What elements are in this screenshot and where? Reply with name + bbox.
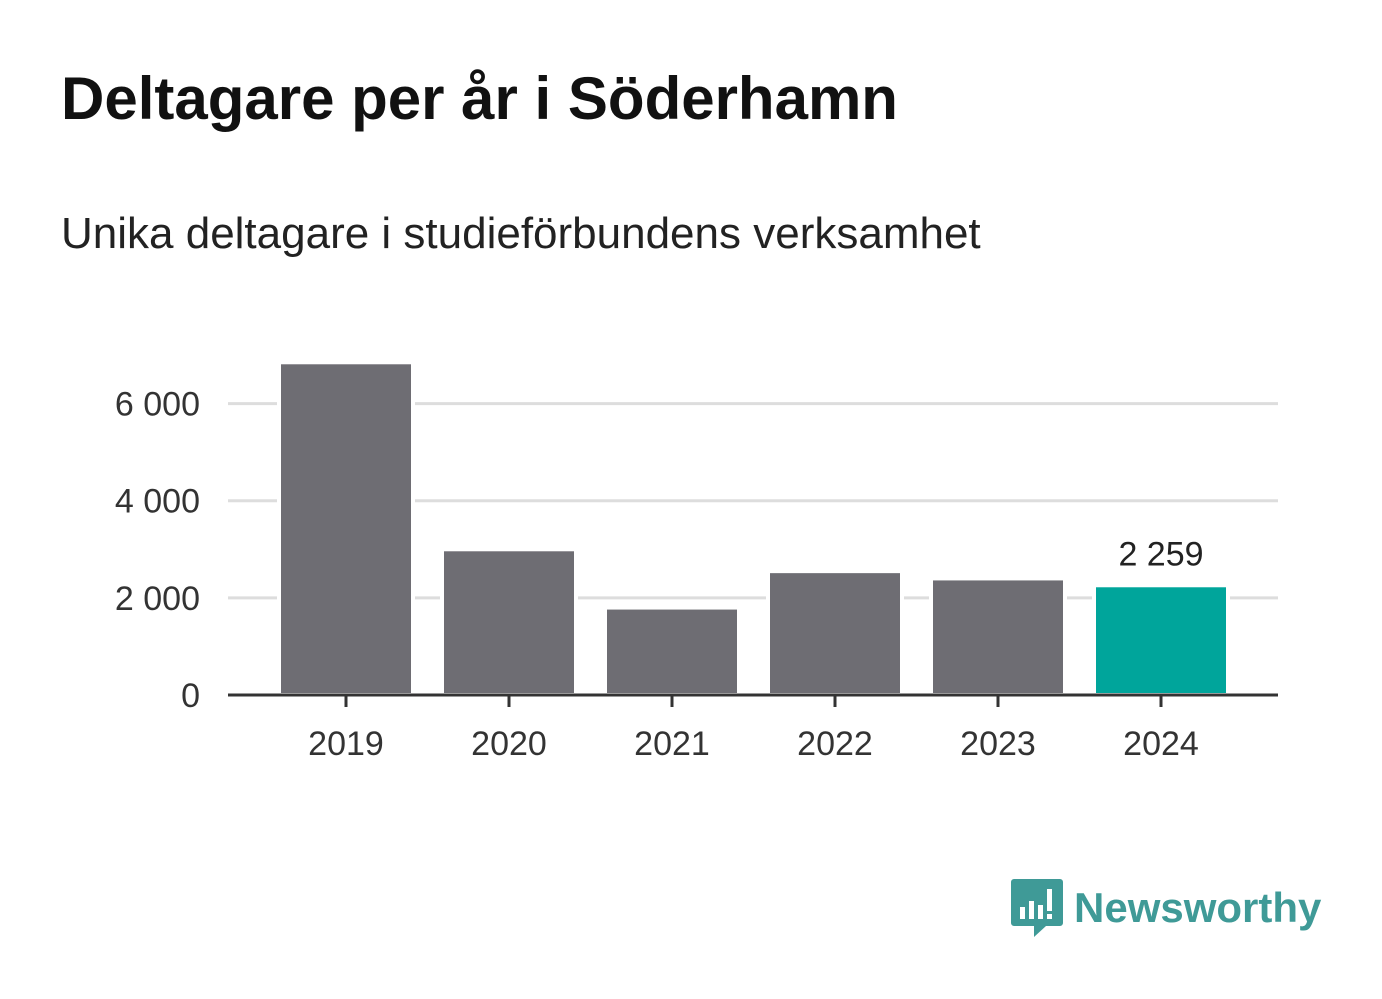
- chart-subtitle: Unika deltagare i studieförbundens verks…: [61, 209, 981, 258]
- bar-2019: [277, 360, 415, 697]
- x-tick-label: 2021: [634, 725, 710, 763]
- x-tick-label: 2022: [797, 725, 873, 763]
- x-tick-label: 2023: [960, 725, 1036, 763]
- x-tick-label: 2020: [471, 725, 547, 763]
- bars: [277, 360, 1230, 698]
- y-tick-label: 2 000: [115, 580, 200, 618]
- x-tick-label: 2019: [308, 725, 384, 763]
- y-tick-label: 0: [181, 677, 200, 715]
- data-label: 2 259: [1118, 535, 1203, 573]
- bar-2023: [929, 576, 1067, 698]
- bar-2021: [603, 605, 741, 697]
- y-tick-label: 6 000: [115, 386, 200, 424]
- labels: 0 2 000 4 000 6 000 2019 2020 2021 2022 2023 2024…: [115, 386, 1204, 763]
- newsworthy-chart-icon: [1011, 879, 1063, 937]
- axes: [228, 693, 1278, 707]
- bar-2022: [766, 569, 904, 698]
- x-tick-label: 2024: [1123, 725, 1199, 763]
- chart-title: Deltagare per år i Söderhamn: [61, 65, 898, 132]
- newsworthy-logo[interactable]: Newsworthy: [1010, 877, 1321, 939]
- bar-2024: [1092, 583, 1230, 698]
- y-tick-label: 4 000: [115, 483, 200, 521]
- bar-2020: [440, 547, 578, 697]
- logo-text: Newsworthy: [1074, 884, 1322, 931]
